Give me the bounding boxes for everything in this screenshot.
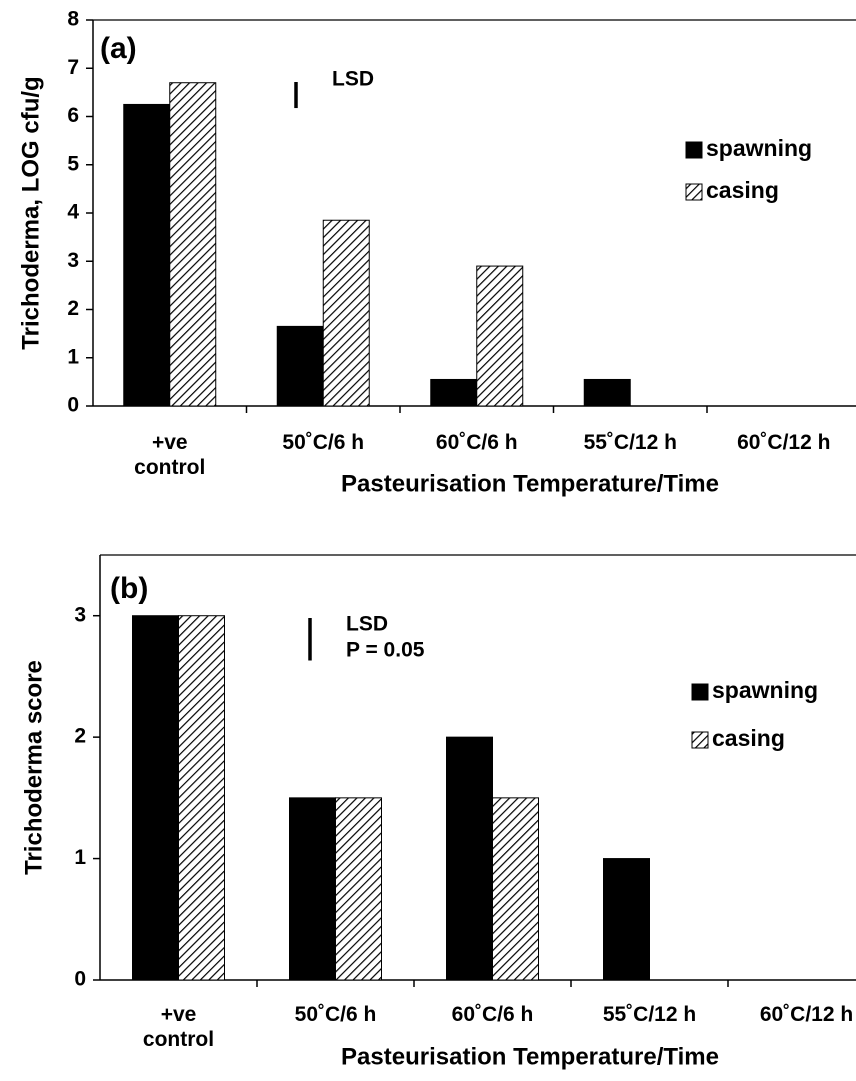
bar xyxy=(476,265,524,407)
y-tick-label: 7 xyxy=(67,56,79,79)
y-tick-label: 0 xyxy=(67,394,79,417)
legend-swatch xyxy=(691,731,709,749)
legend-label: spawning xyxy=(706,135,812,161)
bar xyxy=(178,615,225,981)
bar xyxy=(322,219,370,407)
y-axis-title: Trichoderma, LOG cfu/g xyxy=(17,76,44,349)
y-tick-label: 3 xyxy=(74,603,86,626)
x-axis-title: Pasteurisation Temperature/Time xyxy=(341,1043,719,1070)
y-tick-label: 3 xyxy=(67,249,79,272)
legend-label: casing xyxy=(706,177,779,203)
legend-swatch xyxy=(691,683,709,701)
y-tick-label: 6 xyxy=(67,104,79,127)
x-tick-label: 55˚C/12 h xyxy=(603,1003,696,1026)
x-tick-label: 60˚C/12 h xyxy=(760,1003,853,1026)
bar xyxy=(603,858,650,981)
y-axis-title: Trichoderma score xyxy=(20,660,47,875)
bar xyxy=(169,82,217,407)
legend-swatch xyxy=(685,183,703,201)
legend-swatch xyxy=(685,141,703,159)
y-tick-label: 8 xyxy=(67,8,79,31)
x-tick-label: 50˚C/6 h xyxy=(282,431,364,454)
bar xyxy=(123,103,171,407)
y-tick-label: 0 xyxy=(74,968,86,991)
bar xyxy=(492,797,539,981)
annotation: P = 0.05 xyxy=(346,639,425,662)
annotation: LSD xyxy=(332,68,374,91)
bar xyxy=(289,797,336,981)
x-tick-label: 60˚C/6 h xyxy=(436,431,518,454)
y-tick-label: 1 xyxy=(74,846,86,869)
y-tick-label: 1 xyxy=(67,345,79,368)
x-axis-title: Pasteurisation Temperature/Time xyxy=(341,470,719,497)
y-tick-label: 2 xyxy=(67,297,79,320)
x-tick-label: +ve control xyxy=(134,431,205,479)
bar xyxy=(276,325,324,407)
legend-label: casing xyxy=(712,725,785,751)
annotation: LSD xyxy=(346,613,388,636)
bar xyxy=(430,378,478,407)
panel-label: (b) xyxy=(110,572,148,605)
y-tick-label: 4 xyxy=(67,201,79,224)
bar xyxy=(335,797,382,981)
bar xyxy=(446,736,493,981)
bar xyxy=(132,615,179,981)
x-tick-label: 50˚C/6 h xyxy=(295,1003,377,1026)
x-tick-label: 60˚C/6 h xyxy=(452,1003,534,1026)
legend-label: spawning xyxy=(712,677,818,703)
x-tick-label: +ve control xyxy=(143,1003,214,1051)
y-tick-label: 5 xyxy=(67,152,79,175)
bar xyxy=(583,378,631,407)
x-tick-label: 60˚C/12 h xyxy=(737,431,830,454)
panel-label: (a) xyxy=(100,32,137,65)
y-tick-label: 2 xyxy=(74,725,86,748)
x-tick-label: 55˚C/12 h xyxy=(584,431,677,454)
